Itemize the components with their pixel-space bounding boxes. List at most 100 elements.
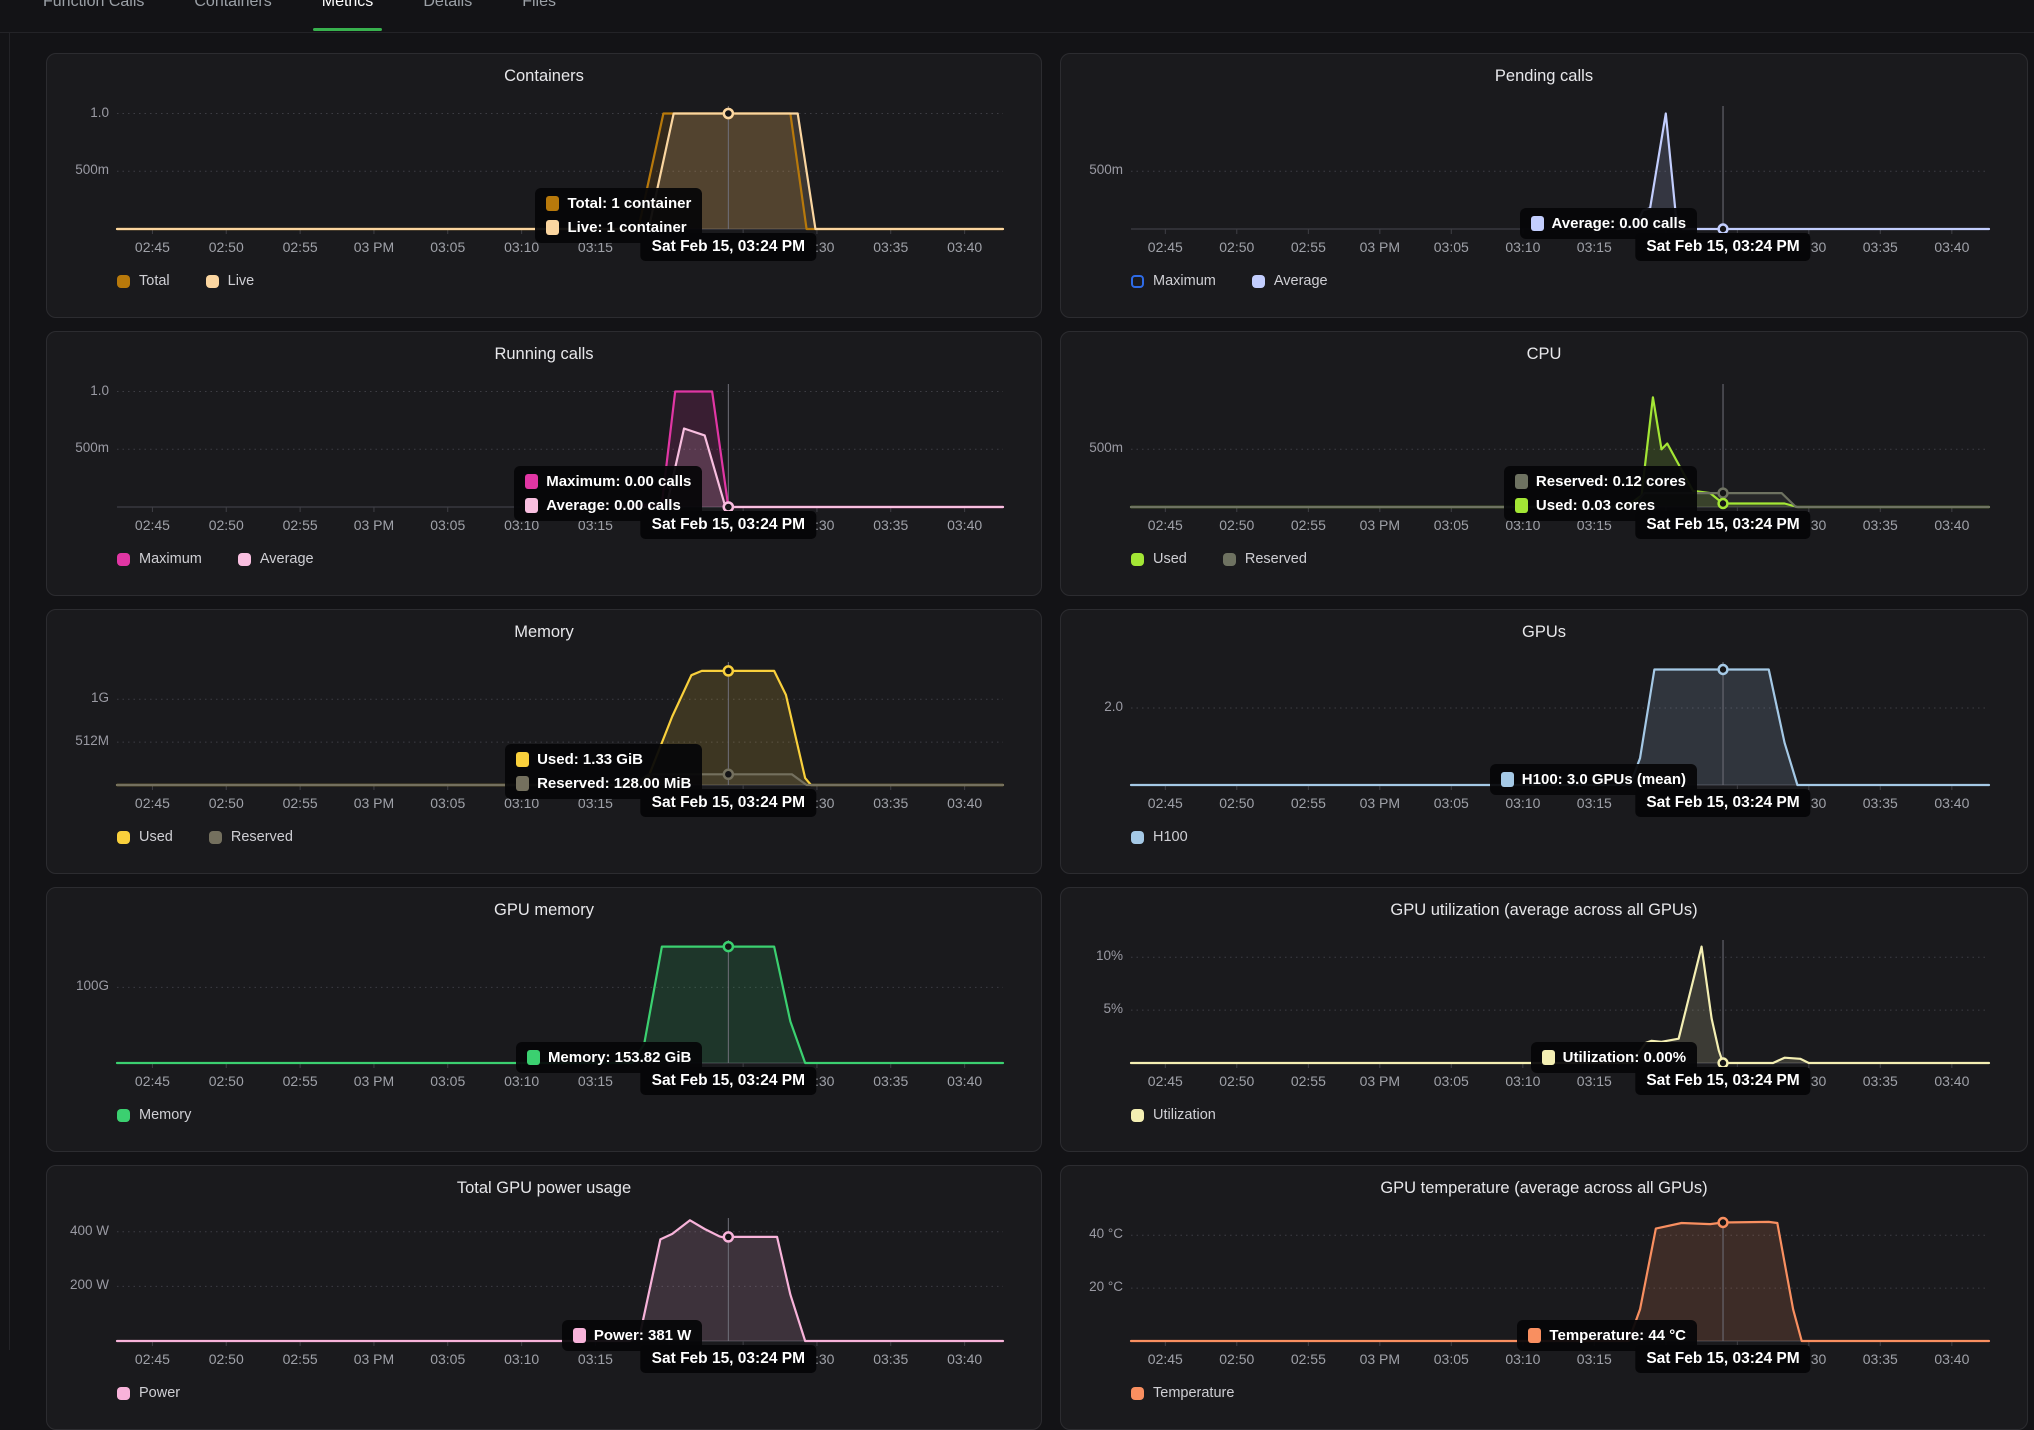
chart-plot-area[interactable]: 400 W 200 W Power: 381 W Sat Feb 15, 03:24 … xyxy=(70,1214,1003,1373)
x-axis-label: 02:55 xyxy=(282,1351,318,1367)
tooltip-row: Utilization: 0.00% xyxy=(1541,1049,1687,1066)
legend-item-power[interactable]: Power xyxy=(117,1385,180,1401)
legend-item-total[interactable]: Total xyxy=(117,273,170,289)
legend-label: Average xyxy=(1273,273,1328,289)
chart-plot-area[interactable]: 40 °C 20 °C Temperature: 44 °C Sat Feb 15, … xyxy=(1089,1214,1989,1373)
tab-details[interactable]: Details xyxy=(423,0,473,10)
x-axis-label: 03:15 xyxy=(1576,239,1612,255)
legend-swatch-icon xyxy=(1131,830,1144,844)
x-axis-label: 03:35 xyxy=(873,1351,909,1367)
x-axis-label: 03:10 xyxy=(504,795,540,811)
chart-plot-area[interactable]: 100G Memory: 153.82 GiB Sat Feb 15, 03:24 … xyxy=(76,936,1003,1095)
legend-label: Reserved xyxy=(1244,551,1307,567)
cursor-marker-h100 xyxy=(1719,665,1728,674)
chart-legend: Used Reserved xyxy=(1131,551,1989,567)
chart-legend: H100 xyxy=(1131,829,1989,845)
legend-swatch-icon xyxy=(117,1386,130,1400)
chart-plot-area[interactable]: 1G 512M Used: 1.33 GiB Reserved: 128.00 MiB… xyxy=(75,658,1003,817)
cursor-date-tooltip: Sat Feb 15, 03:24 PM xyxy=(1635,233,1811,261)
x-axis-label: 03:10 xyxy=(1505,517,1541,533)
tooltip-text: Maximum: 0.00 calls xyxy=(546,473,692,490)
x-axis-label: 03:35 xyxy=(873,795,909,811)
legend-swatch-icon xyxy=(117,274,130,288)
chart-legend: Power xyxy=(117,1385,1003,1401)
x-axis-label: 02:45 xyxy=(1147,239,1183,255)
tab-containers[interactable]: Containers xyxy=(194,0,272,10)
legend-label: Maximum xyxy=(139,551,202,567)
x-axis-label: 02:45 xyxy=(134,1351,170,1367)
chart-plot-area[interactable]: 1.0 500m Total: 1 container Live: 1 contain… xyxy=(75,102,1003,261)
x-axis-label: 03:40 xyxy=(947,795,983,811)
legend-item-maximum[interactable]: Maximum xyxy=(1131,273,1216,289)
legend-item-used[interactable]: Used xyxy=(1131,551,1187,567)
x-axis-label: 03:40 xyxy=(1934,795,1970,811)
chart-plot-area[interactable]: 500m Reserved: 0.12 cores Used: 0.03 cores… xyxy=(1089,380,1989,539)
series-fill-average xyxy=(619,428,1003,507)
series-line-power xyxy=(117,1220,1003,1341)
tab-function-calls[interactable]: Function Calls xyxy=(43,0,145,10)
legend-item-average[interactable]: Average xyxy=(1251,273,1328,289)
x-axis-label: 03:10 xyxy=(1505,1073,1541,1089)
chart-plot-area[interactable]: 500m Average: 0.00 calls Sat Feb 15, 03:24… xyxy=(1089,102,1989,261)
legend-item-temperature[interactable]: Temperature xyxy=(1131,1385,1234,1401)
tooltip-swatch-icon xyxy=(572,1328,586,1343)
legend-item-live[interactable]: Live xyxy=(205,273,254,289)
x-axis-label: 03:10 xyxy=(504,1073,540,1089)
x-axis-label: 03:35 xyxy=(873,1073,909,1089)
chart-panel-gpu-temperature: GPU temperature (average across all GPUs… xyxy=(1060,1165,2028,1430)
series-fill-used xyxy=(117,670,1003,785)
tooltip-swatch-icon xyxy=(1500,772,1514,787)
x-axis-label: 02:55 xyxy=(282,795,318,811)
tab-metrics[interactable]: Metrics xyxy=(312,0,383,31)
cursor-date-tooltip: Sat Feb 15, 03:24 PM xyxy=(1635,511,1811,539)
chart-plot-area[interactable]: 2.0 H100: 3.0 GPUs (mean) Sat Feb 15, 03:2… xyxy=(1104,658,1989,817)
x-axis-label: 02:45 xyxy=(134,239,170,255)
cursor-marker-used xyxy=(724,666,733,675)
cursor-date-tooltip: Sat Feb 15, 03:24 PM xyxy=(640,511,816,539)
x-axis-label: 03:40 xyxy=(1934,239,1970,255)
x-axis-label: 03:40 xyxy=(947,1073,983,1089)
legend-item-maximum[interactable]: Maximum xyxy=(117,551,202,567)
tooltip-swatch-icon xyxy=(546,196,560,211)
chart-plot-area[interactable]: 10% 5% Utilization: 0.00% Sat Feb 15, 03:24… xyxy=(1096,936,1989,1095)
tab-files[interactable]: Files xyxy=(522,0,556,10)
legend-item-reserved[interactable]: Reserved xyxy=(1222,551,1307,567)
chart-plot-area[interactable]: 1.0 500m Maximum: 0.00 calls Average: 0.00 … xyxy=(75,380,1003,539)
tooltip-text: Utilization: 0.00% xyxy=(1562,1049,1687,1066)
x-axis-label: 03:10 xyxy=(1505,239,1541,255)
x-axis-label: 03 PM xyxy=(1359,1351,1401,1367)
x-axis-label: 02:55 xyxy=(282,517,318,533)
x-axis-label: 03:35 xyxy=(1862,1073,1898,1089)
x-axis-label: 03:10 xyxy=(504,517,540,533)
x-axis-label: 02:55 xyxy=(1290,1073,1326,1089)
y-axis-label: 500m xyxy=(1089,440,1123,456)
tooltip-swatch-icon xyxy=(1541,1050,1555,1065)
legend-item-utilization[interactable]: Utilization xyxy=(1131,1107,1216,1123)
chart-panel-cpu: CPU 500m Reserved: 0.12 cores Used: 0.03 co… xyxy=(1060,331,2028,596)
x-axis-label: 03:10 xyxy=(504,239,540,255)
x-axis-label: 02:45 xyxy=(1147,795,1183,811)
cursor-date-tooltip: Sat Feb 15, 03:24 PM xyxy=(640,789,816,817)
cursor-marker-memory xyxy=(724,942,733,951)
x-axis-label: 03:05 xyxy=(1433,1351,1469,1367)
tooltip-text: Reserved: 0.12 cores xyxy=(1535,473,1687,490)
series-line-temperature xyxy=(1131,1222,1989,1341)
legend-item-h100[interactable]: H100 xyxy=(1131,829,1188,845)
legend-item-average[interactable]: Average xyxy=(237,551,314,567)
legend-item-used[interactable]: Used xyxy=(117,829,173,845)
x-axis-label: 02:50 xyxy=(208,239,244,255)
series-fill-temperature xyxy=(1131,1221,1989,1341)
tooltip-text: Average: 0.00 calls xyxy=(1551,215,1687,232)
legend-label: Power xyxy=(139,1385,181,1401)
x-axis-label: 03:15 xyxy=(577,1073,613,1089)
x-axis-label: 02:55 xyxy=(1290,1351,1326,1367)
y-axis-label: 5% xyxy=(1103,1001,1123,1017)
legend-item-memory[interactable]: Memory xyxy=(117,1107,191,1123)
chart-panel-gpus: GPUs 2.0 H100: 3.0 GPUs (mean) Sat Feb 15, … xyxy=(1060,609,2028,874)
x-axis-label: 03:40 xyxy=(1934,517,1970,533)
legend-item-reserved[interactable]: Reserved xyxy=(208,829,293,845)
tooltip-row: H100: 3.0 GPUs (mean) xyxy=(1500,771,1686,788)
x-axis-label: 02:55 xyxy=(282,1073,318,1089)
